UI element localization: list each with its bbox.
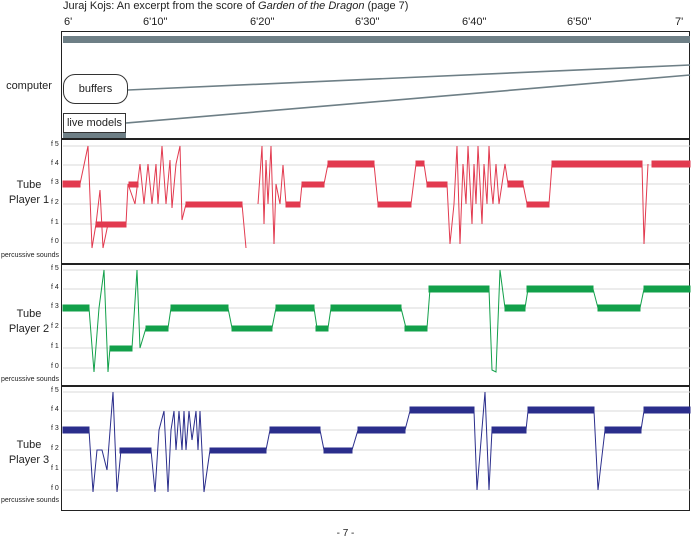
freq-label: f 3	[51, 425, 59, 432]
player-2-label: Tube Player 2	[8, 308, 50, 335]
freq-label: f 0	[51, 363, 59, 370]
freq-label: f 5	[51, 265, 59, 272]
score-title: Juraj Kojs: An excerpt from the score of…	[63, 0, 409, 12]
time-tick: 6'50"	[567, 16, 592, 28]
player-1-label: Tube Player 1	[8, 179, 50, 206]
time-tick: 6'10"	[143, 16, 168, 28]
freq-label: f 3	[51, 303, 59, 310]
live-models-bar	[63, 132, 126, 138]
percussive-label: percussive sounds	[1, 497, 59, 504]
player-3-panel	[61, 386, 690, 511]
player-2-graphics	[62, 269, 691, 373]
player-1-graphics	[62, 145, 691, 249]
freq-label: f 4	[51, 160, 59, 167]
freq-label: f 1	[51, 219, 59, 226]
computer-top-bar	[63, 36, 690, 43]
live-models-line	[125, 74, 691, 124]
buffers-line	[127, 64, 691, 91]
computer-label: computer	[6, 80, 52, 92]
percussive-label: percussive sounds	[1, 376, 59, 383]
player-2-panel	[61, 264, 690, 386]
freq-label: f 1	[51, 465, 59, 472]
player-1-panel	[61, 139, 690, 264]
freq-label: f 3	[51, 179, 59, 186]
freq-label: f 2	[51, 199, 59, 206]
buffers-box: buffers	[63, 74, 128, 104]
freq-label: f 4	[51, 284, 59, 291]
freq-label: f 4	[51, 406, 59, 413]
freq-label: f 2	[51, 445, 59, 452]
page-number: - 7 -	[336, 528, 355, 539]
player-2-grid	[63, 269, 690, 369]
freq-label: f 2	[51, 323, 59, 330]
time-tick: 6'	[64, 16, 73, 28]
player-3-graphics	[62, 391, 691, 493]
time-tick: 6'20"	[250, 16, 275, 28]
live-models-box: live models	[63, 113, 126, 133]
time-tick: 7'	[675, 16, 684, 28]
computer-panel	[61, 31, 690, 139]
time-tick: 6'40"	[462, 16, 487, 28]
freq-label: f 0	[51, 485, 59, 492]
percussive-label: percussive sounds	[1, 252, 59, 259]
player-3-label: Tube Player 3	[8, 439, 50, 466]
freq-label: f 0	[51, 238, 59, 245]
freq-label: f 1	[51, 343, 59, 350]
freq-label: f 5	[51, 387, 59, 394]
freq-label: f 5	[51, 141, 59, 148]
time-tick: 6'30"	[355, 16, 380, 28]
